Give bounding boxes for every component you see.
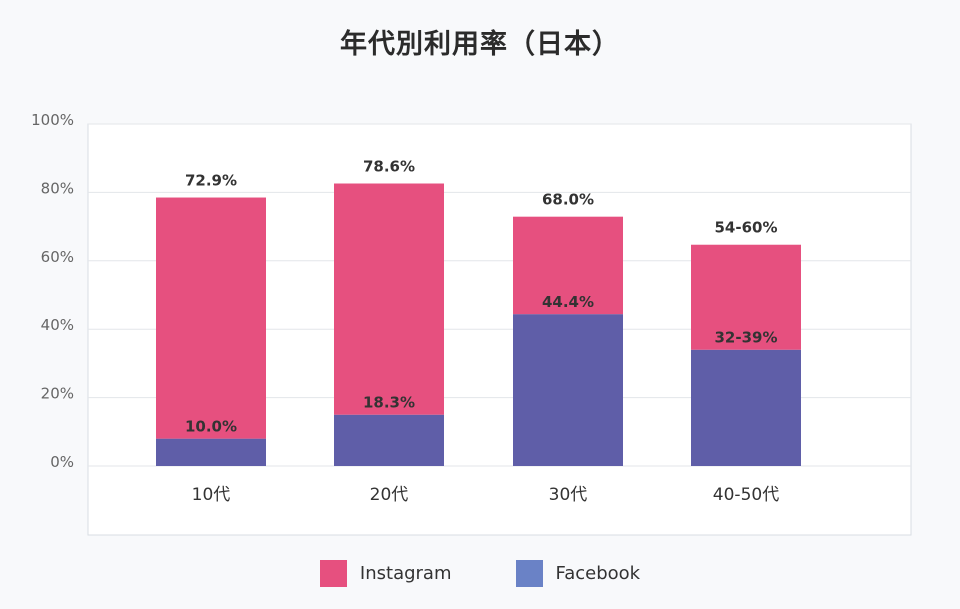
bar-instagram xyxy=(334,183,444,415)
legend-label-instagram: Instagram xyxy=(359,563,452,584)
data-label-facebook: 18.3% xyxy=(363,394,415,412)
legend-label-facebook: Facebook xyxy=(555,563,641,584)
data-label-instagram: 68.0% xyxy=(542,191,594,209)
bar-chart: 0% 20% 40% 60% 80% 100% 10.0% 72.9% 10代 18.3% 78.6… xyxy=(31,111,912,536)
data-label-facebook: 32-39% xyxy=(714,329,777,347)
x-tick-label: 30代 xyxy=(549,485,588,505)
data-label-instagram: 54-60% xyxy=(714,219,777,237)
y-tick-label: 80% xyxy=(41,179,74,197)
data-label-instagram: 78.6% xyxy=(363,158,415,176)
y-tick-label: 20% xyxy=(41,385,74,403)
bar-instagram xyxy=(691,244,801,350)
data-label-facebook: 44.4% xyxy=(542,293,594,311)
y-tick-label: 0% xyxy=(50,453,74,471)
bar-facebook xyxy=(156,438,266,466)
y-tick-label: 60% xyxy=(41,248,74,266)
x-tick-label: 40-50代 xyxy=(713,485,779,505)
legend-item-instagram[interactable]: Instagram xyxy=(319,560,452,587)
y-tick-label: 100% xyxy=(31,111,74,129)
bar-instagram xyxy=(156,197,266,439)
bar-instagram xyxy=(513,216,623,315)
legend-swatch-instagram xyxy=(319,560,347,587)
x-tick-label: 20代 xyxy=(370,485,409,505)
data-label-instagram: 72.9% xyxy=(185,172,237,190)
bar-facebook xyxy=(513,314,623,466)
legend-item-facebook[interactable]: Facebook xyxy=(515,560,641,587)
data-label-facebook: 10.0% xyxy=(185,418,237,436)
x-tick-label: 10代 xyxy=(192,485,231,505)
legend: Instagram Facebook xyxy=(0,560,960,587)
chart-title: 年代別利用率（日本） xyxy=(340,29,620,60)
bar-facebook xyxy=(691,349,801,466)
legend-swatch-facebook xyxy=(515,560,543,587)
y-tick-label: 40% xyxy=(41,316,74,334)
bar-facebook xyxy=(334,414,444,466)
